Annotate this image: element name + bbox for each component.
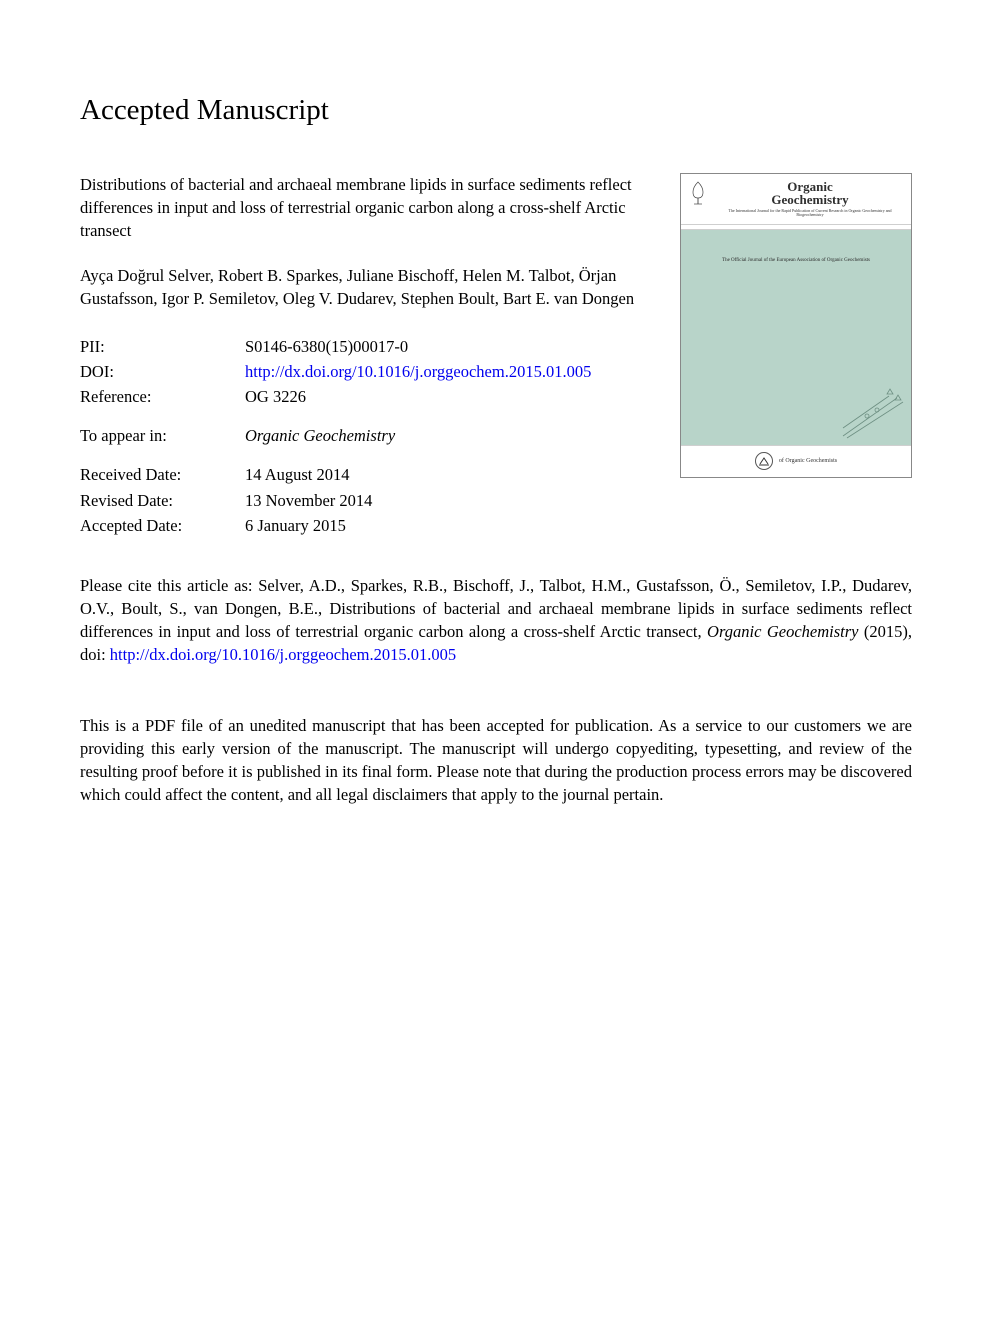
cover-molecule-icon xyxy=(837,386,907,441)
journal-cover-thumbnail: Organic Geochemistry The International J… xyxy=(680,173,912,478)
table-row: Revised Date: 13 November 2014 xyxy=(80,488,591,513)
doi-label: DOI: xyxy=(80,359,245,384)
table-row: Reference: OG 3226 xyxy=(80,384,591,409)
table-row: PII: S0146-6380(15)00017-0 xyxy=(80,334,591,359)
cover-footer-text: of Organic Geochemists xyxy=(779,457,837,465)
disclaimer-paragraph: This is a PDF file of an unedited manusc… xyxy=(80,714,912,806)
accepted-value: 6 January 2015 xyxy=(245,513,591,538)
cover-journal-line2: Geochemistry xyxy=(715,193,905,207)
revised-value: 13 November 2014 xyxy=(245,488,591,513)
toappear-value: Organic Geochemistry xyxy=(245,423,591,448)
table-row: Accepted Date: 6 January 2015 xyxy=(80,513,591,538)
top-block: Distributions of bacterial and archaeal … xyxy=(80,173,912,538)
received-value: 14 August 2014 xyxy=(245,462,591,487)
eaog-logo-icon xyxy=(755,452,773,470)
article-title: Distributions of bacterial and archaeal … xyxy=(80,173,658,242)
reference-label: Reference: xyxy=(80,384,245,409)
cover-title-block: Organic Geochemistry The International J… xyxy=(715,180,905,218)
table-row: Received Date: 14 August 2014 xyxy=(80,462,591,487)
table-row: To appear in: Organic Geochemistry xyxy=(80,423,591,448)
pii-value: S0146-6380(15)00017-0 xyxy=(245,334,591,359)
citation-journal: Organic Geochemistry xyxy=(707,622,858,641)
cover-body: The Official Journal of the European Ass… xyxy=(681,230,911,445)
toappear-label: To appear in: xyxy=(80,423,245,448)
accepted-label: Accepted Date: xyxy=(80,513,245,538)
doi-link[interactable]: http://dx.doi.org/10.1016/j.orggeochem.2… xyxy=(245,362,591,381)
table-row: DOI: http://dx.doi.org/10.1016/j.orggeoc… xyxy=(80,359,591,384)
pii-label: PII: xyxy=(80,334,245,359)
metadata-table: PII: S0146-6380(15)00017-0 DOI: http://d… xyxy=(80,334,591,538)
article-authors: Ayça Doğrul Selver, Robert B. Sparkes, J… xyxy=(80,264,658,310)
accepted-manuscript-heading: Accepted Manuscript xyxy=(80,90,912,131)
citation-doi-link[interactable]: http://dx.doi.org/10.1016/j.orggeochem.2… xyxy=(110,645,456,664)
received-label: Received Date: xyxy=(80,462,245,487)
cover-footer: of Organic Geochemists xyxy=(681,445,911,477)
citation-paragraph: Please cite this article as: Selver, A.D… xyxy=(80,574,912,666)
reference-value: OG 3226 xyxy=(245,384,591,409)
metadata-column: Distributions of bacterial and archaeal … xyxy=(80,173,658,538)
elsevier-tree-icon xyxy=(687,180,709,206)
cover-header: Organic Geochemistry The International J… xyxy=(681,174,911,224)
cover-subtitle: The International Journal for the Rapid … xyxy=(715,209,905,218)
revised-label: Revised Date: xyxy=(80,488,245,513)
cover-journal-line1: Organic xyxy=(715,180,905,194)
cover-body-text: The Official Journal of the European Ass… xyxy=(681,258,911,264)
